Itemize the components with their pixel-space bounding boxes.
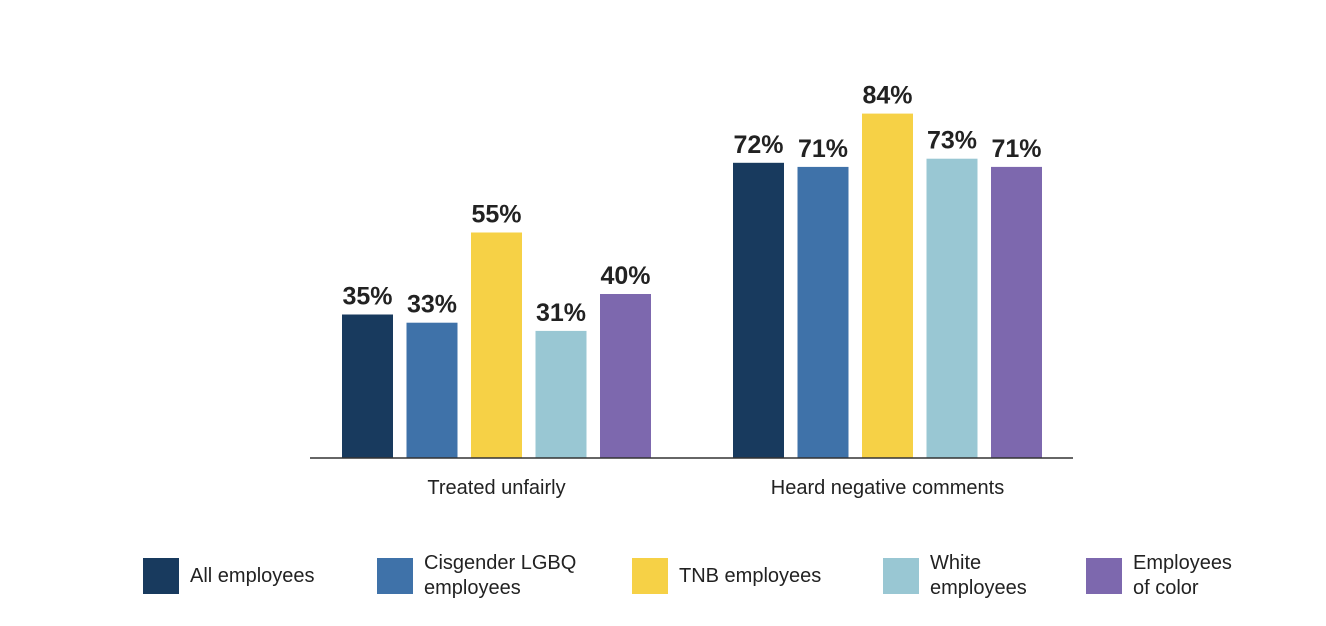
legend-swatch — [883, 558, 919, 594]
bar — [600, 294, 651, 458]
bar — [733, 162, 784, 459]
bar-value-label: 73% — [927, 127, 977, 155]
legend-label-line: employees — [930, 577, 1027, 599]
legend-label: TNB employees — [679, 564, 821, 589]
bar — [991, 166, 1042, 458]
bar-chart: 35% 33% 55% 31% 40% 72% 71% 84% 73% 71% Treated u… — [310, 82, 1073, 499]
bar-value-label: 71% — [798, 135, 848, 163]
bar-value-label: 71% — [991, 135, 1041, 163]
category-label: Heard negative comments — [771, 477, 1004, 499]
legend: All employees Cisgender LGBQ employees TNB … — [0, 548, 1326, 608]
bar — [471, 232, 522, 458]
legend-label-line: Employees — [1133, 552, 1232, 574]
legend-label: Employees of color — [1133, 551, 1232, 601]
legend-label-line: of color — [1133, 577, 1199, 599]
legend-item: All employees — [143, 548, 315, 604]
bar-value-label: 55% — [471, 201, 521, 229]
bars-layer: 35% 33% 55% 31% 40% 72% 71% 84% 73% 71% — [342, 82, 1042, 459]
legend-label: White employees — [930, 551, 1027, 601]
legend-item: Employees of color — [1086, 548, 1232, 604]
bar-value-label: 84% — [862, 82, 912, 110]
legend-item: Cisgender LGBQ employees — [377, 548, 576, 604]
bar — [926, 158, 978, 458]
legend-swatch — [143, 558, 179, 594]
bar-value-label: 31% — [536, 299, 586, 327]
category-labels: Treated unfairly Heard negative comments — [427, 477, 1004, 499]
bar-value-label: 40% — [600, 262, 650, 290]
legend-label-line: All employees — [190, 564, 315, 587]
legend-label-line: White — [930, 552, 982, 574]
bar — [342, 314, 393, 458]
legend-swatch — [632, 558, 668, 594]
bar-value-label: 72% — [733, 131, 783, 159]
bar-value-label: 33% — [407, 291, 457, 319]
legend-swatch — [377, 558, 413, 594]
legend-label: All employees — [190, 564, 315, 589]
legend-label-line: Cisgender LGBQ — [424, 552, 577, 574]
bar — [862, 113, 913, 458]
legend-label-line: TNB employees — [679, 564, 822, 587]
bar — [406, 322, 458, 458]
legend-label-line: employees — [424, 577, 521, 599]
legend-item: TNB employees — [632, 548, 821, 604]
legend-item: White employees — [883, 548, 1027, 604]
bar — [797, 166, 849, 458]
bar-value-label: 35% — [342, 283, 392, 311]
bar — [535, 330, 587, 458]
category-label: Treated unfairly — [427, 477, 565, 499]
legend-label: Cisgender LGBQ employees — [424, 551, 576, 601]
legend-swatch — [1086, 558, 1122, 594]
